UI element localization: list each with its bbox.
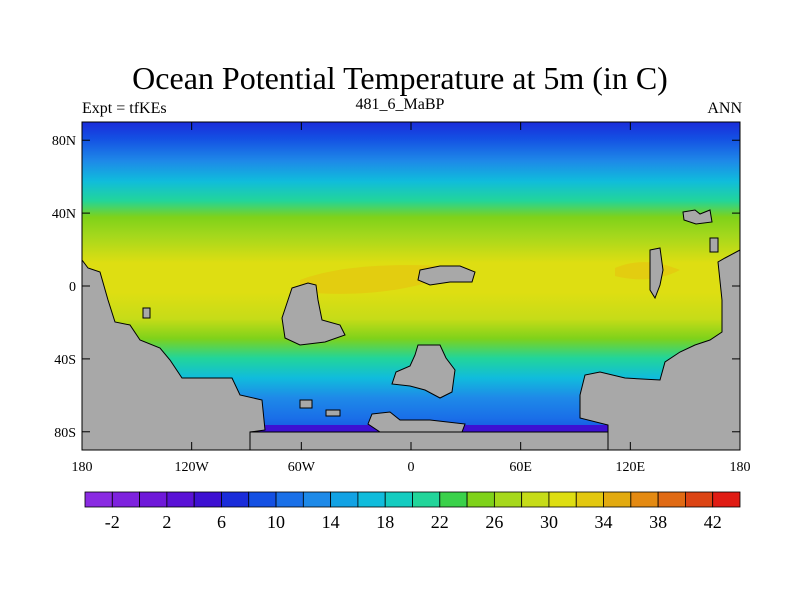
season-label: ANN [707, 100, 742, 117]
colorbar-label: 30 [540, 512, 558, 532]
colorbar-swatch [166, 491, 195, 508]
latitude-axis: 80N 40N 0 40S 80S [52, 134, 740, 441]
colorbar-swatch [330, 491, 359, 508]
lat-tick-label: 0 [69, 280, 76, 295]
map-title: Ocean Potential Temperature at 5m (in C) [132, 60, 668, 96]
colorbar-swatch [521, 491, 550, 508]
colorbar-swatch [603, 491, 632, 508]
longitude-axis: 180 120W 60W 0 60E 120E 180 [72, 122, 751, 475]
colorbar-swatch [248, 491, 277, 508]
colorbar-swatch [302, 491, 332, 508]
colorbar-swatch [139, 491, 168, 508]
colorbar-label: 14 [322, 512, 340, 532]
experiment-label: Expt = tfKEs [82, 100, 167, 117]
lon-tick-label: 180 [72, 460, 93, 475]
colorbar-label: 42 [704, 512, 722, 532]
colorbar-swatch [111, 491, 140, 508]
colorbar-label: 38 [649, 512, 667, 532]
lon-tick-label: 60E [509, 460, 532, 475]
colorbar-swatch [630, 491, 659, 508]
lon-tick-label: 120E [616, 460, 646, 475]
lat-tick-label: 40S [54, 353, 76, 368]
colorbar-swatch [439, 491, 468, 508]
colorbar-label: 10 [267, 512, 285, 532]
colorbar-swatch [657, 491, 686, 508]
lon-tick-label: 180 [730, 460, 751, 475]
colorbar-label: 34 [595, 512, 613, 532]
colorbar-swatch [466, 491, 495, 508]
colorbar-swatch [193, 491, 222, 508]
lat-tick-label: 80S [54, 426, 76, 441]
colorbar-swatch [221, 491, 250, 508]
lon-tick-label: 0 [408, 460, 415, 475]
colorbar-swatch [575, 491, 604, 508]
colorbar-swatch [84, 491, 113, 508]
colorbar-swatch [357, 491, 386, 508]
colorbar-label: 26 [485, 512, 503, 532]
colorbar-swatch [493, 491, 523, 508]
colorbar-swatch [712, 491, 741, 508]
colorbar-swatch [384, 491, 413, 508]
colorbar-label: 2 [162, 512, 171, 532]
colorbar-swatch [548, 491, 577, 508]
colorbar-label: 22 [431, 512, 449, 532]
lat-tick-label: 40N [52, 207, 76, 222]
colorbar-swatch [275, 491, 304, 508]
land-masses [81, 209, 741, 451]
run-label: 481_6_MaBP [355, 96, 445, 113]
colorbar-swatch [685, 491, 714, 508]
colorbar-label: -2 [105, 512, 120, 532]
colorbar-label: 6 [217, 512, 226, 532]
colorbar: -2 2 6 10 14 18 22 26 30 34 38 42 [84, 491, 741, 532]
lon-tick-label: 120W [175, 460, 210, 475]
lat-tick-label: 80N [52, 134, 76, 149]
colorbar-label: 18 [376, 512, 394, 532]
colorbar-swatch [412, 491, 441, 508]
lon-tick-label: 60W [288, 460, 316, 475]
